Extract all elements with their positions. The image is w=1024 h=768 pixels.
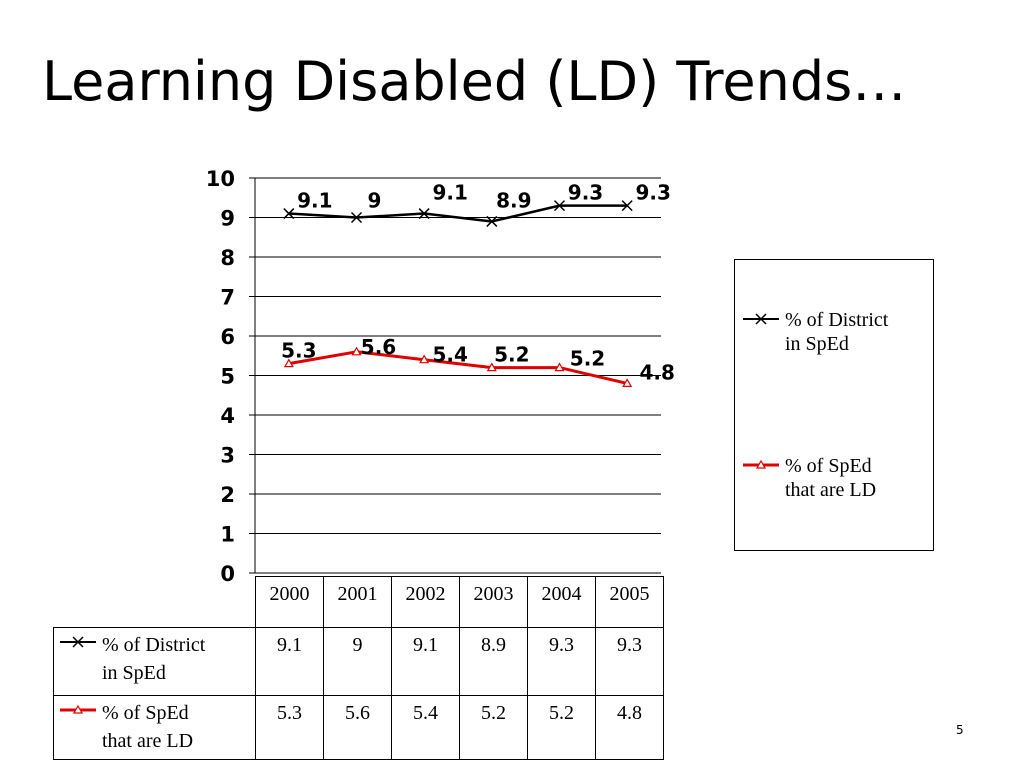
table-cell: 5.2 — [527, 695, 596, 760]
table-cell: 5.2 — [459, 695, 528, 760]
data-label: 5.2 — [570, 347, 605, 371]
triangle-marker — [283, 358, 294, 368]
table-category-cell: 2005 — [595, 576, 664, 628]
legend-item-series-2: % of SpEd that are LD — [741, 454, 931, 502]
y-tick-label: 3 — [220, 444, 235, 468]
triangle-marker — [622, 378, 633, 387]
data-label: 5.3 — [281, 339, 316, 363]
series-line-1 — [288, 204, 628, 223]
triangle-marker — [351, 346, 362, 356]
triangle-marker-icon — [60, 704, 96, 714]
legend-item-series-1: % of District in SpEd — [741, 308, 931, 356]
table-cell: 8.9 — [459, 627, 528, 696]
series-line-2 — [288, 350, 628, 385]
table-cell: 9.3 — [527, 627, 596, 696]
y-tick-label: 4 — [220, 404, 235, 428]
y-tick-label: 7 — [220, 286, 235, 310]
triangle-marker — [419, 354, 430, 364]
table-cell: 5.3 — [255, 695, 324, 760]
x-marker-stroke — [621, 200, 633, 212]
y-tick-label: 10 — [206, 167, 235, 191]
y-tick-label: 1 — [220, 523, 235, 547]
table-row-header-series-2: % of SpEd that are LD — [53, 695, 256, 760]
slide-title: Learning Disabled (LD) Trends… — [42, 50, 907, 113]
y-tick-label: 6 — [220, 325, 235, 349]
y-tick-label: 8 — [220, 246, 235, 270]
table-cell: 9.3 — [595, 627, 664, 696]
x-marker — [418, 208, 430, 220]
table-category-cell: 2002 — [391, 576, 460, 628]
x-marker — [350, 211, 363, 224]
x-marker-icon — [60, 636, 96, 648]
data-labels: 9.1 9 9.1 8.9 9.3 9.3 5.3 5.6 5.4 5.2 5.2 4.8 — [281, 181, 675, 385]
x-marker — [486, 215, 498, 227]
table-cell: 9 — [323, 627, 392, 696]
y-tick-label: 9 — [220, 207, 235, 231]
data-label: 4.8 — [639, 360, 674, 384]
table-cell: 5.6 — [323, 695, 392, 760]
x-marker — [621, 200, 633, 212]
table-row-header-series-1: % of District in SpEd — [53, 627, 256, 696]
series-lines — [283, 200, 633, 387]
data-label: 5.6 — [361, 335, 396, 359]
triangle-marker — [554, 362, 565, 372]
x-marker-stroke — [350, 211, 363, 224]
x-marker-stroke — [553, 200, 566, 212]
table-header-row: 2000 2001 2002 2003 2004 2005 — [54, 576, 664, 628]
y-tick-label: 0 — [220, 562, 235, 586]
table-category-cell: 2003 — [459, 576, 528, 628]
axes: 0 1 2 3 4 5 6 7 8 9 10 — [206, 167, 256, 586]
data-label: 5.2 — [494, 343, 529, 367]
table-category-cell: 2004 — [527, 576, 596, 628]
x-marker-stroke — [283, 208, 295, 220]
table-cell: 9.1 — [255, 627, 324, 696]
table-category-cell: 2001 — [323, 576, 392, 628]
legend: % of District in SpEd % of SpEd that are L… — [734, 259, 934, 551]
data-label: 9.1 — [297, 189, 332, 213]
table-row: % of District in SpEd 9.1 9 9.1 8.9 9.3 9… — [53, 627, 664, 696]
data-label: 9 — [368, 189, 382, 213]
data-label: 5.4 — [432, 343, 467, 367]
table-corner — [54, 577, 256, 628]
data-label: 9.3 — [635, 181, 670, 205]
table-cell: 9.1 — [391, 627, 460, 696]
table-category-cell: 2000 — [255, 576, 324, 628]
x-marker — [553, 200, 566, 212]
x-marker-stroke — [418, 208, 430, 220]
triangle-marker-icon — [743, 459, 779, 469]
table-cell: 4.8 — [595, 695, 664, 760]
legend-label-series-1: % of District in SpEd — [785, 309, 889, 355]
data-label: 9.1 — [432, 181, 467, 205]
data-label: 8.9 — [496, 188, 531, 212]
legend-label-series-2: % of SpEd that are LD — [785, 455, 877, 501]
triangle-marker — [486, 362, 497, 372]
data-label: 9.3 — [568, 181, 603, 205]
x-marker — [283, 208, 295, 220]
table-row: % of SpEd that are LD 5.3 5.6 5.4 5.2 5.2… — [53, 695, 664, 760]
table-cell: 5.4 — [391, 695, 460, 760]
y-tick-label: 5 — [220, 365, 235, 389]
y-tick-label: 2 — [220, 483, 235, 507]
x-marker-stroke — [486, 215, 498, 227]
gridlines — [255, 177, 661, 574]
slide-number: 5 — [956, 723, 964, 737]
x-marker-icon — [743, 313, 779, 325]
chart-data-table: 2000 2001 2002 2003 2004 2005 % of Distr… — [53, 576, 664, 760]
